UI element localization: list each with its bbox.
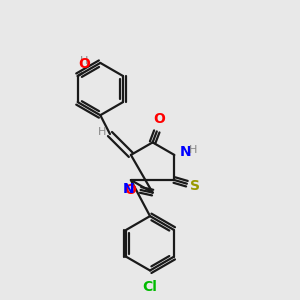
Text: O: O	[78, 57, 90, 71]
Text: H: H	[189, 145, 197, 155]
Text: Cl: Cl	[142, 280, 158, 294]
Text: O: O	[153, 112, 165, 126]
Text: S: S	[190, 179, 200, 193]
Text: H: H	[98, 127, 106, 137]
Text: O: O	[124, 183, 136, 197]
Text: H: H	[80, 56, 88, 66]
Text: N: N	[180, 145, 191, 159]
Text: N: N	[122, 182, 134, 196]
